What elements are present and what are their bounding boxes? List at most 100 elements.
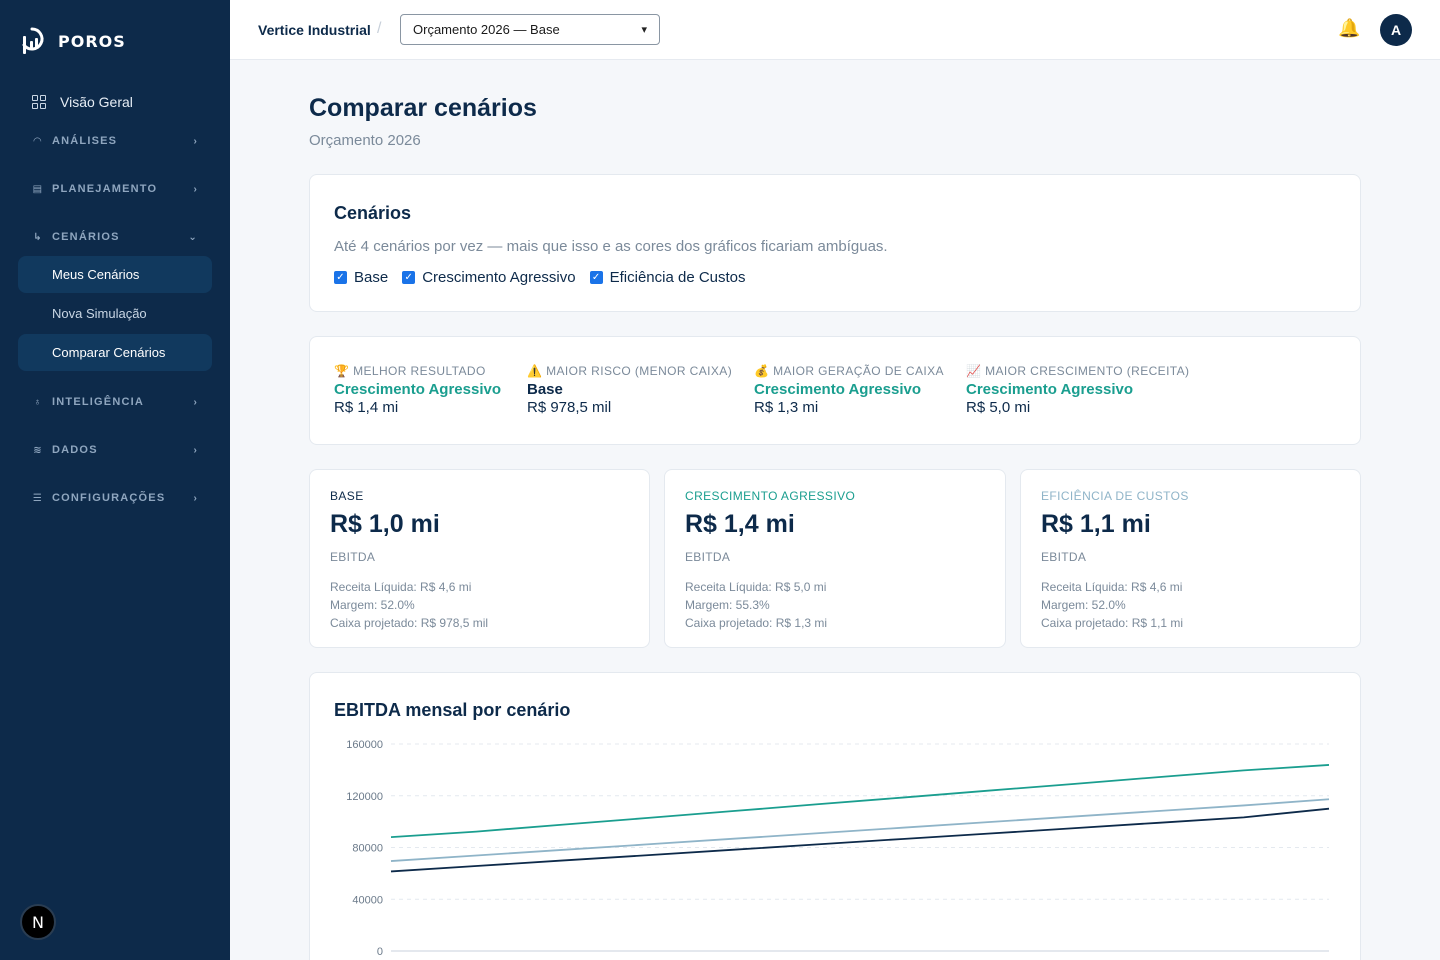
scenario-card-metric: EBITDA [330, 550, 376, 564]
scenarios-card-title: Cenários [334, 203, 412, 223]
section-label: ANÁLISES [52, 135, 118, 147]
checkbox-eficiencia-custos[interactable]: ✓ Eficiência de Custos [589, 269, 746, 286]
scenario-card-metric: EBITDA [1041, 550, 1087, 564]
lightbulb-icon: ♁ [33, 396, 43, 408]
branch-icon: ↳ [33, 231, 43, 243]
highlight-label: 📈 MAIOR CRESCIMENTO (RECEITA) [966, 364, 1190, 378]
checkbox-base[interactable]: ✓ Base [334, 269, 388, 286]
page-subtitle: Orçamento 2026 [309, 132, 421, 149]
ebitda-chart-card: EBITDA mensal por cenário 0 40000 80000 120… [309, 672, 1361, 960]
detail-margin: Margem: 55.3% [685, 598, 770, 612]
series-line-eficiencia[interactable] [390, 798, 1330, 862]
chevron-right-icon: › [193, 183, 198, 195]
topbar: Vertice Industrial / Orçamento 2026 — Ba… [230, 0, 1440, 60]
highlight-value: R$ 1,4 mi [334, 399, 399, 416]
highlight-label: 🏆 MELHOR RESULTADO [334, 364, 486, 378]
highlight-value: R$ 1,3 mi [754, 399, 819, 416]
series-line-crescimento[interactable] [390, 764, 1330, 839]
checkbox-label: Crescimento Agressivo [422, 269, 576, 286]
section-configuracoes[interactable]: ☰ CONFIGURAÇÕES › [32, 492, 198, 504]
nav-nova-simulacao[interactable]: Nova Simulação [52, 306, 147, 321]
ebitda-line-chart: 0 40000 80000 120000 160000 [346, 739, 1330, 958]
checkbox-checked-icon[interactable]: ✓ [402, 271, 416, 284]
highlight-label: ⚠️ MAIOR RISCO (MENOR CAIXA) [527, 364, 733, 378]
y-tick-label: 0 [377, 946, 383, 958]
scenario-card-eficiencia[interactable]: EFICIÊNCIA DE CUSTOS R$ 1,1 mi EBITDA Re… [1020, 469, 1361, 648]
section-label: CENÁRIOS [52, 231, 120, 243]
chevron-down-icon: ⌄ [188, 231, 198, 243]
chevron-right-icon: › [193, 492, 198, 504]
highlights-card: 🏆 MELHOR RESULTADO Crescimento Agressivo… [309, 336, 1361, 445]
checkbox-label: Base [354, 269, 389, 286]
highlight-best-result: 🏆 MELHOR RESULTADO Crescimento Agressivo… [334, 364, 501, 416]
scenarios-hint: Até 4 cenários por vez — mais que isso e… [334, 238, 888, 255]
scenario-card-label: CRESCIMENTO AGRESSIVO [685, 489, 856, 503]
budget-select[interactable]: Orçamento 2026 — Base ▾ [400, 14, 660, 45]
money-bag-icon: 💰 [754, 364, 770, 378]
section-label: DADOS [52, 444, 98, 456]
highlight-value: R$ 978,5 mil [527, 399, 612, 416]
highlight-cash-generation: 💰 MAIOR GERAÇÃO DE CAIXA Crescimento Agr… [754, 364, 944, 416]
scenario-card-details: Receita Líquida: R$ 5,0 mi Margem: 55.3%… [685, 578, 827, 632]
section-cenarios[interactable]: ↳ CENÁRIOS ⌄ [32, 231, 198, 243]
checkbox-checked-icon[interactable]: ✓ [589, 271, 603, 284]
scenario-card-label: EFICIÊNCIA DE CUSTOS [1041, 489, 1189, 503]
detail-revenue: Receita Líquida: R$ 4,6 mi [330, 580, 472, 594]
highlight-revenue-growth: 📈 MAIOR CRESCIMENTO (RECEITA) Cresciment… [966, 364, 1189, 416]
scenario-checkboxes: ✓ Base ✓ Crescimento Agressivo ✓ Eficiên… [334, 269, 746, 286]
scenario-card-value: R$ 1,1 mi [1041, 510, 1151, 538]
highlight-scenario: Base [527, 381, 563, 398]
brand-name: POROS [58, 31, 126, 51]
detail-margin: Margem: 52.0% [330, 598, 415, 612]
trophy-icon: 🏆 [334, 364, 350, 378]
highlight-value: R$ 5,0 mi [966, 399, 1031, 416]
y-tick-label: 80000 [352, 843, 383, 855]
next-badge[interactable]: N [20, 904, 56, 940]
checkbox-crescimento-agressivo[interactable]: ✓ Crescimento Agressivo [402, 269, 576, 286]
series-line-base[interactable] [390, 807, 1330, 873]
section-label: CONFIGURAÇÕES [52, 492, 166, 504]
chevron-right-icon: › [193, 396, 198, 408]
section-label: INTELIGÊNCIA [52, 396, 145, 408]
scenario-card-label: BASE [330, 489, 364, 503]
section-planejamento[interactable]: ▤ PLANEJAMENTO › [32, 183, 198, 195]
nav-meus-cenarios[interactable]: Meus Cenários [18, 256, 212, 293]
poros-logo-icon [22, 27, 44, 54]
company-name[interactable]: Vertice Industrial [258, 22, 371, 38]
scenario-card-details: Receita Líquida: R$ 4,6 mi Margem: 52.0%… [1041, 578, 1183, 632]
section-analises[interactable]: ◠ ANÁLISES › [32, 135, 198, 147]
chart-up-icon: 📈 [966, 364, 982, 378]
chevron-right-icon: › [193, 444, 198, 456]
avatar[interactable]: A [1380, 14, 1412, 46]
y-tick-label: 40000 [352, 894, 383, 906]
scenarios-card: Cenários Até 4 cenários por vez — mais q… [309, 174, 1361, 312]
bell-icon[interactable]: 🔔 [1338, 18, 1361, 38]
detail-margin: Margem: 52.0% [1041, 598, 1126, 612]
detail-cash: Caixa projetado: R$ 978,5 mil [330, 616, 489, 630]
highlight-label: 💰 MAIOR GERAÇÃO DE CAIXA [754, 364, 944, 378]
highlight-scenario: Crescimento Agressivo [754, 381, 922, 398]
dashboard-icon [32, 95, 46, 109]
nav-overview[interactable]: Visão Geral [32, 94, 133, 110]
gauge-icon: ◠ [33, 135, 43, 147]
nav-comparar-cenarios[interactable]: Comparar Cenários [18, 334, 212, 371]
scenario-card-crescimento[interactable]: CRESCIMENTO AGRESSIVO R$ 1,4 mi EBITDA R… [664, 469, 1006, 648]
detail-cash: Caixa projetado: R$ 1,1 mi [1041, 616, 1184, 630]
detail-revenue: Receita Líquida: R$ 4,6 mi [1041, 580, 1183, 594]
scenario-card-details: Receita Líquida: R$ 4,6 mi Margem: 52.0%… [330, 578, 488, 632]
chevron-right-icon: › [193, 135, 198, 147]
checkbox-label: Eficiência de Custos [609, 269, 746, 286]
sliders-icon: ☰ [32, 492, 44, 504]
detail-revenue: Receita Líquida: R$ 5,0 mi [685, 580, 827, 594]
highlight-biggest-risk: ⚠️ MAIOR RISCO (MENOR CAIXA) Base R$ 978… [527, 364, 732, 416]
brand[interactable]: POROS [20, 26, 126, 56]
scenario-card-base[interactable]: BASE R$ 1,0 mi EBITDA Receita Líquida: R… [309, 469, 650, 648]
chevron-down-icon: ▾ [641, 24, 647, 36]
budget-select-value: Orçamento 2026 — Base [413, 22, 560, 37]
section-inteligencia[interactable]: ♁ INTELIGÊNCIA › [32, 396, 198, 408]
detail-cash: Caixa projetado: R$ 1,3 mi [685, 616, 828, 630]
section-dados[interactable]: ≋ DADOS › [32, 444, 198, 456]
scenario-card-value: R$ 1,0 mi [330, 510, 440, 538]
breadcrumb-separator: / [377, 20, 382, 37]
checkbox-checked-icon[interactable]: ✓ [334, 271, 347, 284]
